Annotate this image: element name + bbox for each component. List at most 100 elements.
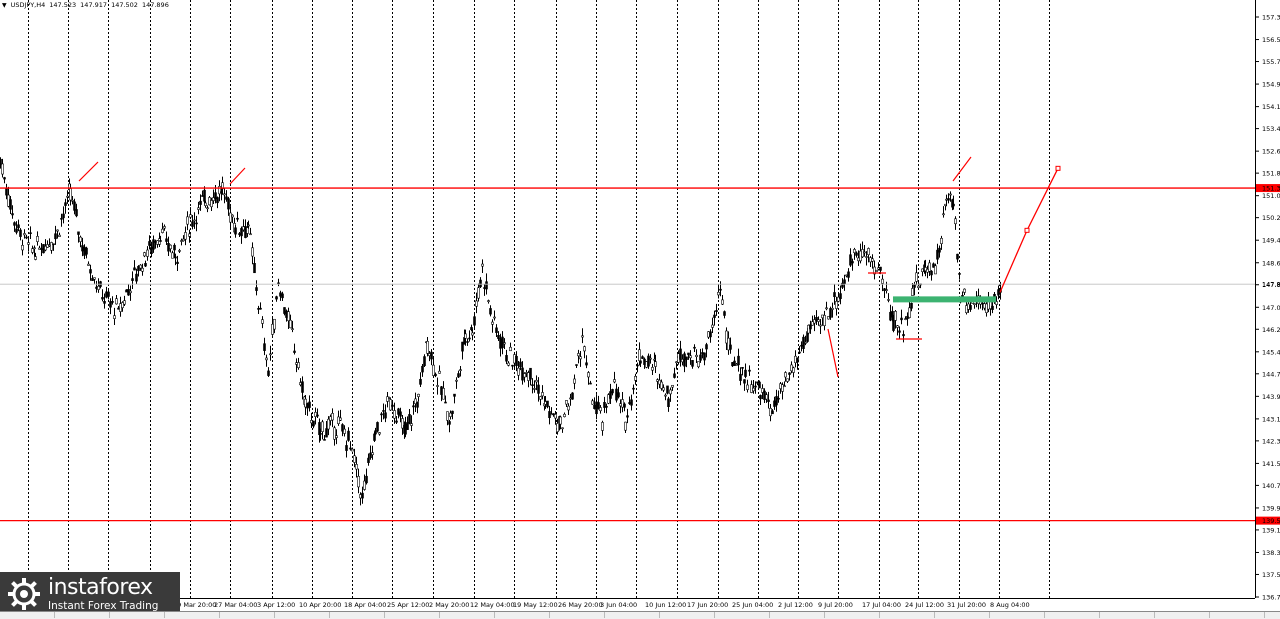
candle-body bbox=[115, 298, 118, 305]
candle-body bbox=[273, 318, 276, 330]
candle-body bbox=[249, 233, 252, 236]
candle-body bbox=[180, 240, 183, 242]
candle-body bbox=[537, 384, 540, 394]
candle-body bbox=[503, 342, 506, 345]
candle-body bbox=[382, 410, 385, 412]
chart-tab[interactable] bbox=[605, 612, 660, 618]
candle-body bbox=[817, 319, 820, 322]
candle-body bbox=[904, 318, 907, 320]
candle-body bbox=[184, 232, 187, 240]
forecast-point bbox=[1024, 227, 1030, 233]
chart-tab[interactable] bbox=[1210, 612, 1265, 618]
chart-tab[interactable] bbox=[495, 612, 550, 618]
candle-body bbox=[784, 372, 787, 378]
chart-tab[interactable] bbox=[440, 612, 495, 618]
candle-body bbox=[565, 400, 568, 405]
candle-body bbox=[815, 317, 818, 322]
candle-body bbox=[709, 331, 712, 338]
candle-body bbox=[697, 361, 700, 368]
chart-tab[interactable] bbox=[330, 612, 385, 618]
candle-body bbox=[908, 307, 911, 318]
chart-tab[interactable] bbox=[550, 612, 605, 618]
price-tick-label: 138.37 bbox=[1262, 549, 1280, 557]
candle-body bbox=[137, 265, 140, 272]
candle-body bbox=[105, 291, 108, 298]
trend-tick-line bbox=[229, 167, 246, 185]
symbol-info-bar: ▼ USDJPY,H4 147.523 147.917 147.502 147.… bbox=[2, 0, 169, 10]
chart-tab[interactable] bbox=[1045, 612, 1100, 618]
candle-body bbox=[33, 247, 36, 250]
chart-tab[interactable] bbox=[990, 612, 1045, 618]
candle-body bbox=[289, 319, 292, 329]
candle-body bbox=[197, 207, 200, 210]
price-tick-label: 151.83 bbox=[1262, 170, 1280, 178]
chart-tab[interactable] bbox=[1100, 612, 1155, 618]
candle-body bbox=[263, 343, 266, 351]
candle-body bbox=[386, 396, 389, 402]
chart-tab[interactable] bbox=[0, 612, 55, 618]
chart-tab[interactable] bbox=[660, 612, 715, 618]
chart-tab[interactable] bbox=[55, 612, 110, 618]
candle-body bbox=[174, 256, 177, 259]
symbol-dropdown-icon[interactable]: ▼ bbox=[2, 1, 7, 9]
candle-body bbox=[365, 475, 368, 484]
candle-body bbox=[744, 369, 747, 377]
candle-body bbox=[421, 365, 424, 373]
candle-body bbox=[613, 379, 616, 383]
chart-tab[interactable] bbox=[770, 612, 825, 618]
candle-body bbox=[451, 410, 454, 414]
candle-body bbox=[417, 393, 420, 397]
candle-body bbox=[430, 351, 433, 360]
price-tick-label: 154.99 bbox=[1262, 81, 1280, 89]
candle-body bbox=[221, 182, 224, 190]
chart-tab[interactable] bbox=[165, 612, 220, 618]
candle-body bbox=[758, 381, 761, 389]
candle-body bbox=[64, 202, 67, 206]
candle-body bbox=[563, 413, 566, 418]
candle-body bbox=[473, 316, 476, 326]
candle-body bbox=[380, 413, 383, 416]
chart-tab[interactable] bbox=[275, 612, 330, 618]
candle-body bbox=[930, 270, 933, 276]
time-tick-label: 2 Jul 12:00 bbox=[778, 601, 813, 609]
candle-body bbox=[583, 346, 586, 352]
time-tick-label: 17 Jul 04:00 bbox=[862, 601, 901, 609]
candle-body bbox=[683, 353, 686, 367]
candle-body bbox=[958, 273, 961, 275]
candle-body bbox=[662, 387, 665, 391]
candle-body bbox=[1, 163, 4, 175]
candle-body bbox=[388, 397, 391, 399]
chart-tab[interactable] bbox=[220, 612, 275, 618]
candle-body bbox=[23, 233, 26, 236]
chart-tab[interactable] bbox=[110, 612, 165, 618]
chart-tab[interactable] bbox=[1155, 612, 1210, 618]
candle-body bbox=[685, 356, 688, 360]
chart-tab[interactable] bbox=[385, 612, 440, 618]
candle-body bbox=[501, 336, 504, 348]
candle-body bbox=[546, 400, 549, 408]
candle-body bbox=[193, 219, 196, 222]
price-tick-label: 150.25 bbox=[1262, 214, 1280, 222]
candle-body bbox=[56, 229, 59, 232]
candle-body bbox=[819, 324, 822, 327]
candle-body bbox=[928, 262, 931, 272]
candle-body bbox=[713, 314, 716, 318]
candle-body bbox=[621, 399, 624, 408]
chart-tab[interactable] bbox=[715, 612, 770, 618]
chart-tab[interactable] bbox=[825, 612, 880, 618]
candle-body bbox=[636, 364, 639, 367]
chart-tab[interactable] bbox=[880, 612, 935, 618]
candle-body bbox=[464, 333, 467, 339]
down-trend-line bbox=[827, 328, 839, 378]
candle-body bbox=[355, 464, 358, 470]
candle-body bbox=[353, 455, 356, 463]
candle-body bbox=[117, 307, 120, 310]
chart-tab[interactable] bbox=[935, 612, 990, 618]
candle-body bbox=[771, 410, 774, 415]
candle-body bbox=[367, 457, 370, 463]
candle-body bbox=[623, 403, 626, 408]
candle-body bbox=[148, 241, 151, 246]
candle-body bbox=[705, 344, 708, 350]
candle-body bbox=[767, 399, 770, 402]
